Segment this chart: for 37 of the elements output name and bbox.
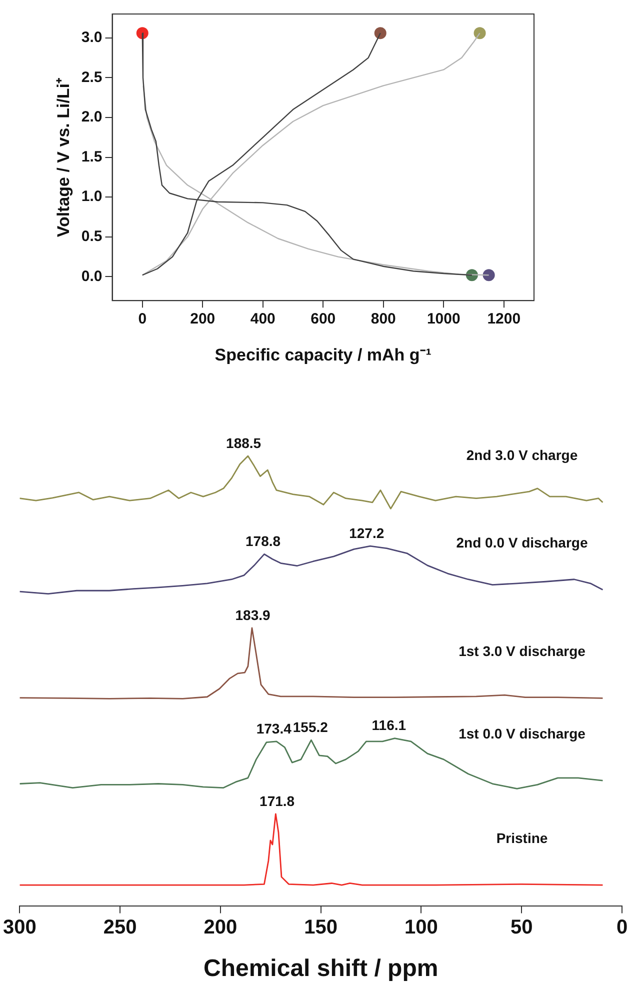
annotation: 188.5 (226, 434, 262, 451)
x-tick-label: 50 (510, 916, 533, 939)
text: 1st 3.0 V discharge (458, 643, 586, 660)
annotation: 155.2 (292, 718, 328, 735)
y-tick-label: 1.5 (81, 148, 102, 166)
x-tick-label: 250 (103, 916, 137, 939)
y-tick-label: 2.5 (81, 68, 102, 86)
y-tick-label: 0.5 (81, 228, 102, 246)
annotation: 173.4 (256, 720, 292, 736)
x-tick-label: 1000 (426, 310, 460, 328)
series-label: 1st 0.0 V discharge (458, 725, 586, 742)
y-tick-label: 3.0 (81, 29, 102, 46)
x-tick-label: 0 (616, 916, 628, 939)
annotation: 171.8 (260, 792, 295, 809)
series-label: 2nd 0.0 V discharge (456, 534, 588, 551)
text: 2nd 3.0 V charge (466, 447, 578, 464)
y-axis-title: Voltage / V vs. Li/Li⁺ (54, 77, 73, 238)
x-axis-title: Specific capacity / mAh g⁻¹ (214, 345, 432, 364)
x-tick-label: 800 (370, 310, 396, 328)
x-tick-label: 0 (138, 310, 147, 328)
annotation: 183.9 (235, 606, 271, 623)
x-axis-title: Chemical shift / ppm (203, 955, 438, 982)
x-tick-label: 400 (250, 310, 276, 328)
x-tick-label: 200 (204, 916, 238, 939)
x-tick-label: 300 (2, 916, 36, 939)
annotation: 127.2 (349, 524, 384, 541)
text: Pristine (496, 830, 548, 846)
x-tick-label: 600 (310, 310, 336, 328)
y-tick-label: 1.0 (81, 188, 102, 206)
x-tick-label: 100 (404, 916, 438, 939)
y-tick-label: 2.0 (81, 108, 102, 126)
x-tick-label: 200 (190, 310, 216, 328)
y-tick-label: 0.0 (81, 268, 102, 285)
x-tick-label: 1200 (487, 310, 521, 328)
annotation: 116.1 (372, 717, 406, 734)
annotation: 178.8 (245, 533, 281, 550)
x-tick-label: 150 (304, 916, 338, 939)
